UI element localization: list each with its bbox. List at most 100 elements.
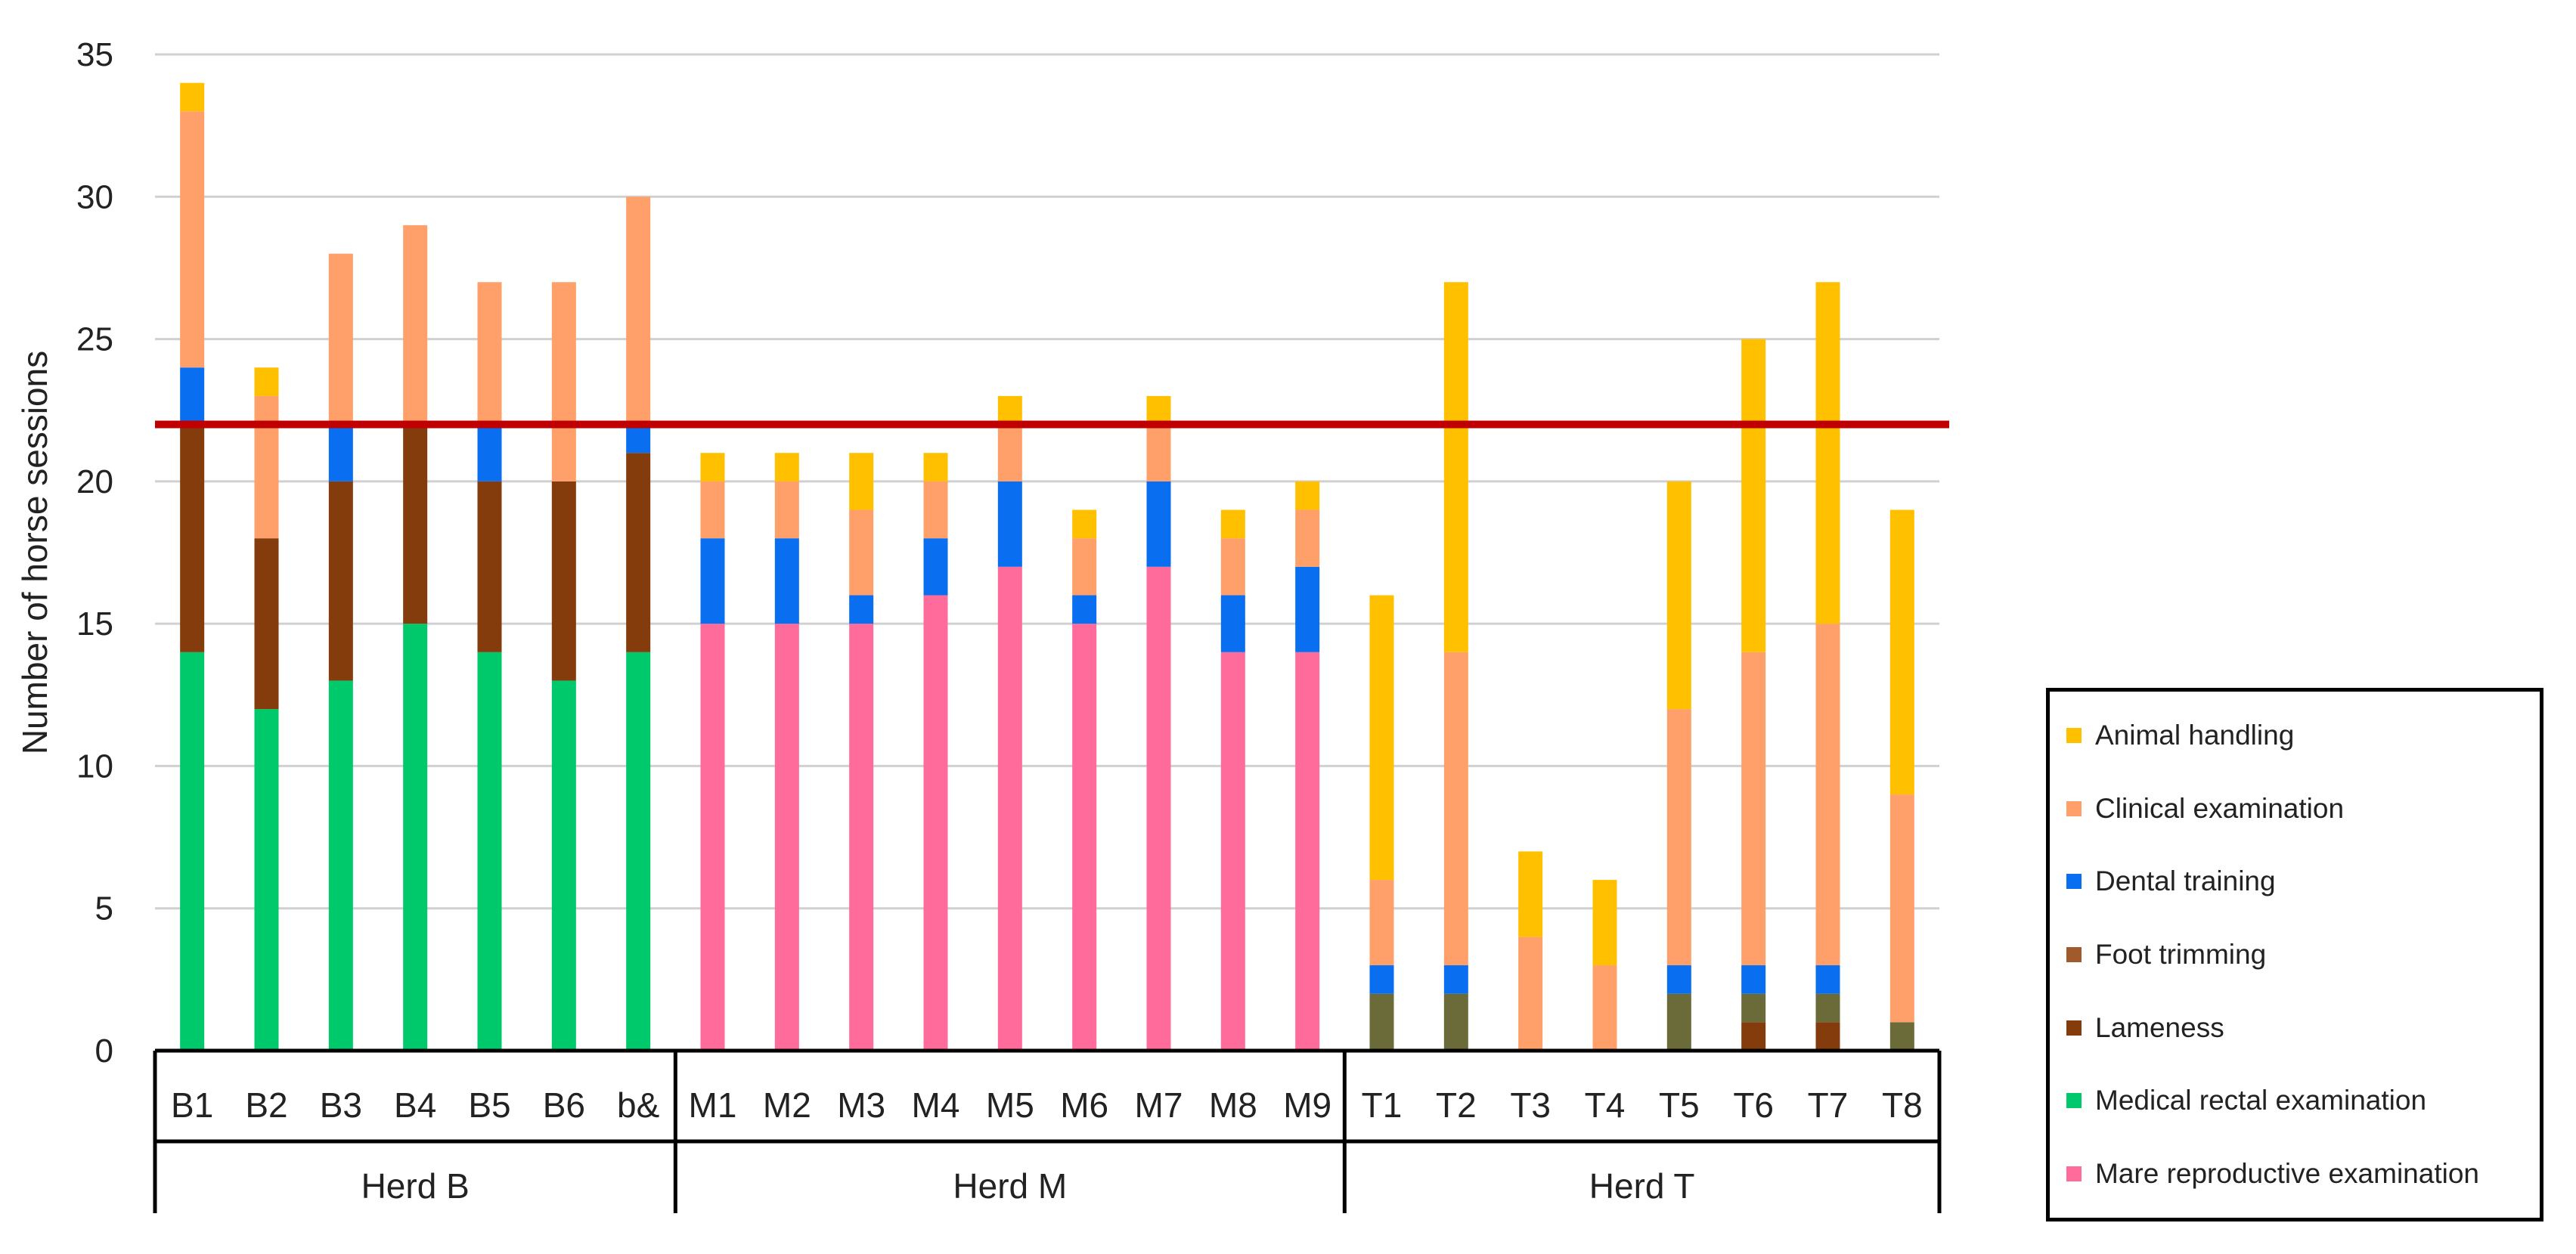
bar-stack-B5: [477, 282, 502, 1051]
bar-segment: [700, 453, 725, 481]
bar-segment: [1666, 709, 1691, 966]
bar-segment: [1295, 566, 1320, 652]
bar-segment: [1369, 595, 1394, 881]
legend-label: Medical rectal examination: [2095, 1085, 2427, 1116]
x-axis: B1 B2 B3 B4 B5 B6 b& M1 M2 M3 M4 M5 M6 M7 M8 M9 T1 T2 T3 T4…: [153, 1048, 1942, 1213]
bar-segment: [1369, 965, 1394, 994]
bar-segment: [1741, 965, 1766, 994]
bar-segment: [477, 424, 502, 481]
bar-segment: [1443, 993, 1468, 1051]
y-tick-label: 0: [95, 1033, 113, 1070]
bar-segment: [1443, 965, 1468, 994]
bar-segment: [1815, 965, 1840, 994]
bar-segment: [1741, 339, 1766, 652]
bar-segment: [477, 481, 502, 652]
legend-label: Mare reproductive examination: [2095, 1157, 2479, 1189]
bar-segment: [626, 197, 651, 425]
bar-segment: [997, 481, 1022, 567]
bar-stack-M5: [997, 395, 1022, 1051]
bar-stack-M9: [1295, 481, 1320, 1051]
y-tick-label: 20: [76, 463, 113, 500]
bar-segment: [1889, 1022, 1914, 1051]
legend-item: Dental training: [2066, 865, 2540, 897]
bar-segment: [328, 253, 353, 425]
bars: [180, 82, 1914, 1051]
legend-label: Lameness: [2095, 1011, 2224, 1043]
bar-segment: [180, 82, 205, 112]
bar-segment: [551, 680, 576, 1051]
x-tick-label: B4: [394, 1085, 436, 1125]
bar-segment: [626, 453, 651, 652]
legend-item: Clinical examination: [2066, 793, 2540, 825]
bar-segment: [700, 538, 725, 624]
x-tick-label: M2: [763, 1085, 811, 1125]
y-tick-label: 35: [76, 36, 113, 73]
bar-segment: [1369, 880, 1394, 966]
bar-segment: [774, 481, 799, 539]
legend-label: Dental training: [2095, 865, 2276, 897]
bar-segment: [1146, 566, 1171, 1051]
bar-segment: [626, 424, 651, 454]
legend-label: Animal handling: [2095, 720, 2295, 751]
legend-item: Foot trimming: [2066, 939, 2540, 971]
bar-segment: [1220, 595, 1245, 652]
bar-segment: [923, 453, 948, 481]
bar-segment: [180, 424, 205, 652]
bar-segment: [1741, 652, 1766, 966]
bar-segment: [477, 652, 502, 1051]
bar-segment: [1146, 481, 1171, 567]
bar-segment: [1741, 993, 1766, 1023]
bar-segment: [1666, 965, 1691, 994]
bar-segment: [1072, 538, 1097, 596]
bar-segment: [1815, 1022, 1840, 1051]
bar-segment: [997, 424, 1022, 481]
bar-stack-B4: [403, 224, 428, 1051]
legend-item: Medical rectal examination: [2066, 1085, 2540, 1116]
bar-segment: [1592, 880, 1617, 966]
bar-segment: [1072, 595, 1097, 624]
bar-segment: [1518, 937, 1543, 1051]
bar-segment: [626, 652, 651, 1051]
x-tick-label: M5: [986, 1085, 1034, 1125]
bar-segment: [1072, 509, 1097, 539]
legend-swatch: [2066, 800, 2082, 816]
x-tick-label: B1: [171, 1085, 213, 1125]
bar-segment: [1369, 993, 1394, 1051]
x-tick-label: M8: [1209, 1085, 1257, 1125]
y-tick-label: 5: [95, 890, 113, 927]
legend-swatch: [2066, 874, 2082, 890]
bar-segment: [1295, 509, 1320, 567]
x-tick-label: B5: [468, 1085, 510, 1125]
bar-segment: [1146, 424, 1171, 481]
bar-segment: [1220, 652, 1245, 1051]
bar-segment: [923, 481, 948, 539]
bar-stack-B6: [551, 282, 576, 1051]
bar-segment: [254, 709, 279, 1051]
bar-stack-M8: [1220, 509, 1245, 1051]
bar-segment: [774, 624, 799, 1051]
bar-segment: [1889, 509, 1914, 795]
bar-stack-M1: [700, 453, 725, 1051]
gridlines: [155, 53, 1939, 910]
y-axis-title: Number of horse sessions: [15, 351, 54, 754]
bar-segment: [328, 424, 353, 481]
bar-stack-b&: [626, 197, 651, 1051]
bar-stack-M4: [923, 453, 948, 1051]
bar-segment: [403, 424, 428, 624]
bar-segment: [180, 652, 205, 1051]
bar-stack-T4: [1592, 880, 1617, 1051]
bar-stack-M7: [1146, 395, 1171, 1051]
bar-stack-B2: [254, 367, 279, 1051]
y-tick-label: 15: [76, 605, 113, 642]
x-tick-label: T7: [1808, 1085, 1849, 1125]
bar-segment: [1741, 1022, 1766, 1051]
x-tick-label: T1: [1362, 1085, 1403, 1125]
x-tick-label: M3: [837, 1085, 885, 1125]
bar-stack-T2: [1443, 282, 1468, 1051]
bar-stack-T5: [1666, 481, 1691, 1051]
bar-segment: [923, 595, 948, 1051]
bar-segment: [849, 624, 874, 1051]
bar-segment: [403, 624, 428, 1051]
bar-stack-T8: [1889, 509, 1914, 1051]
